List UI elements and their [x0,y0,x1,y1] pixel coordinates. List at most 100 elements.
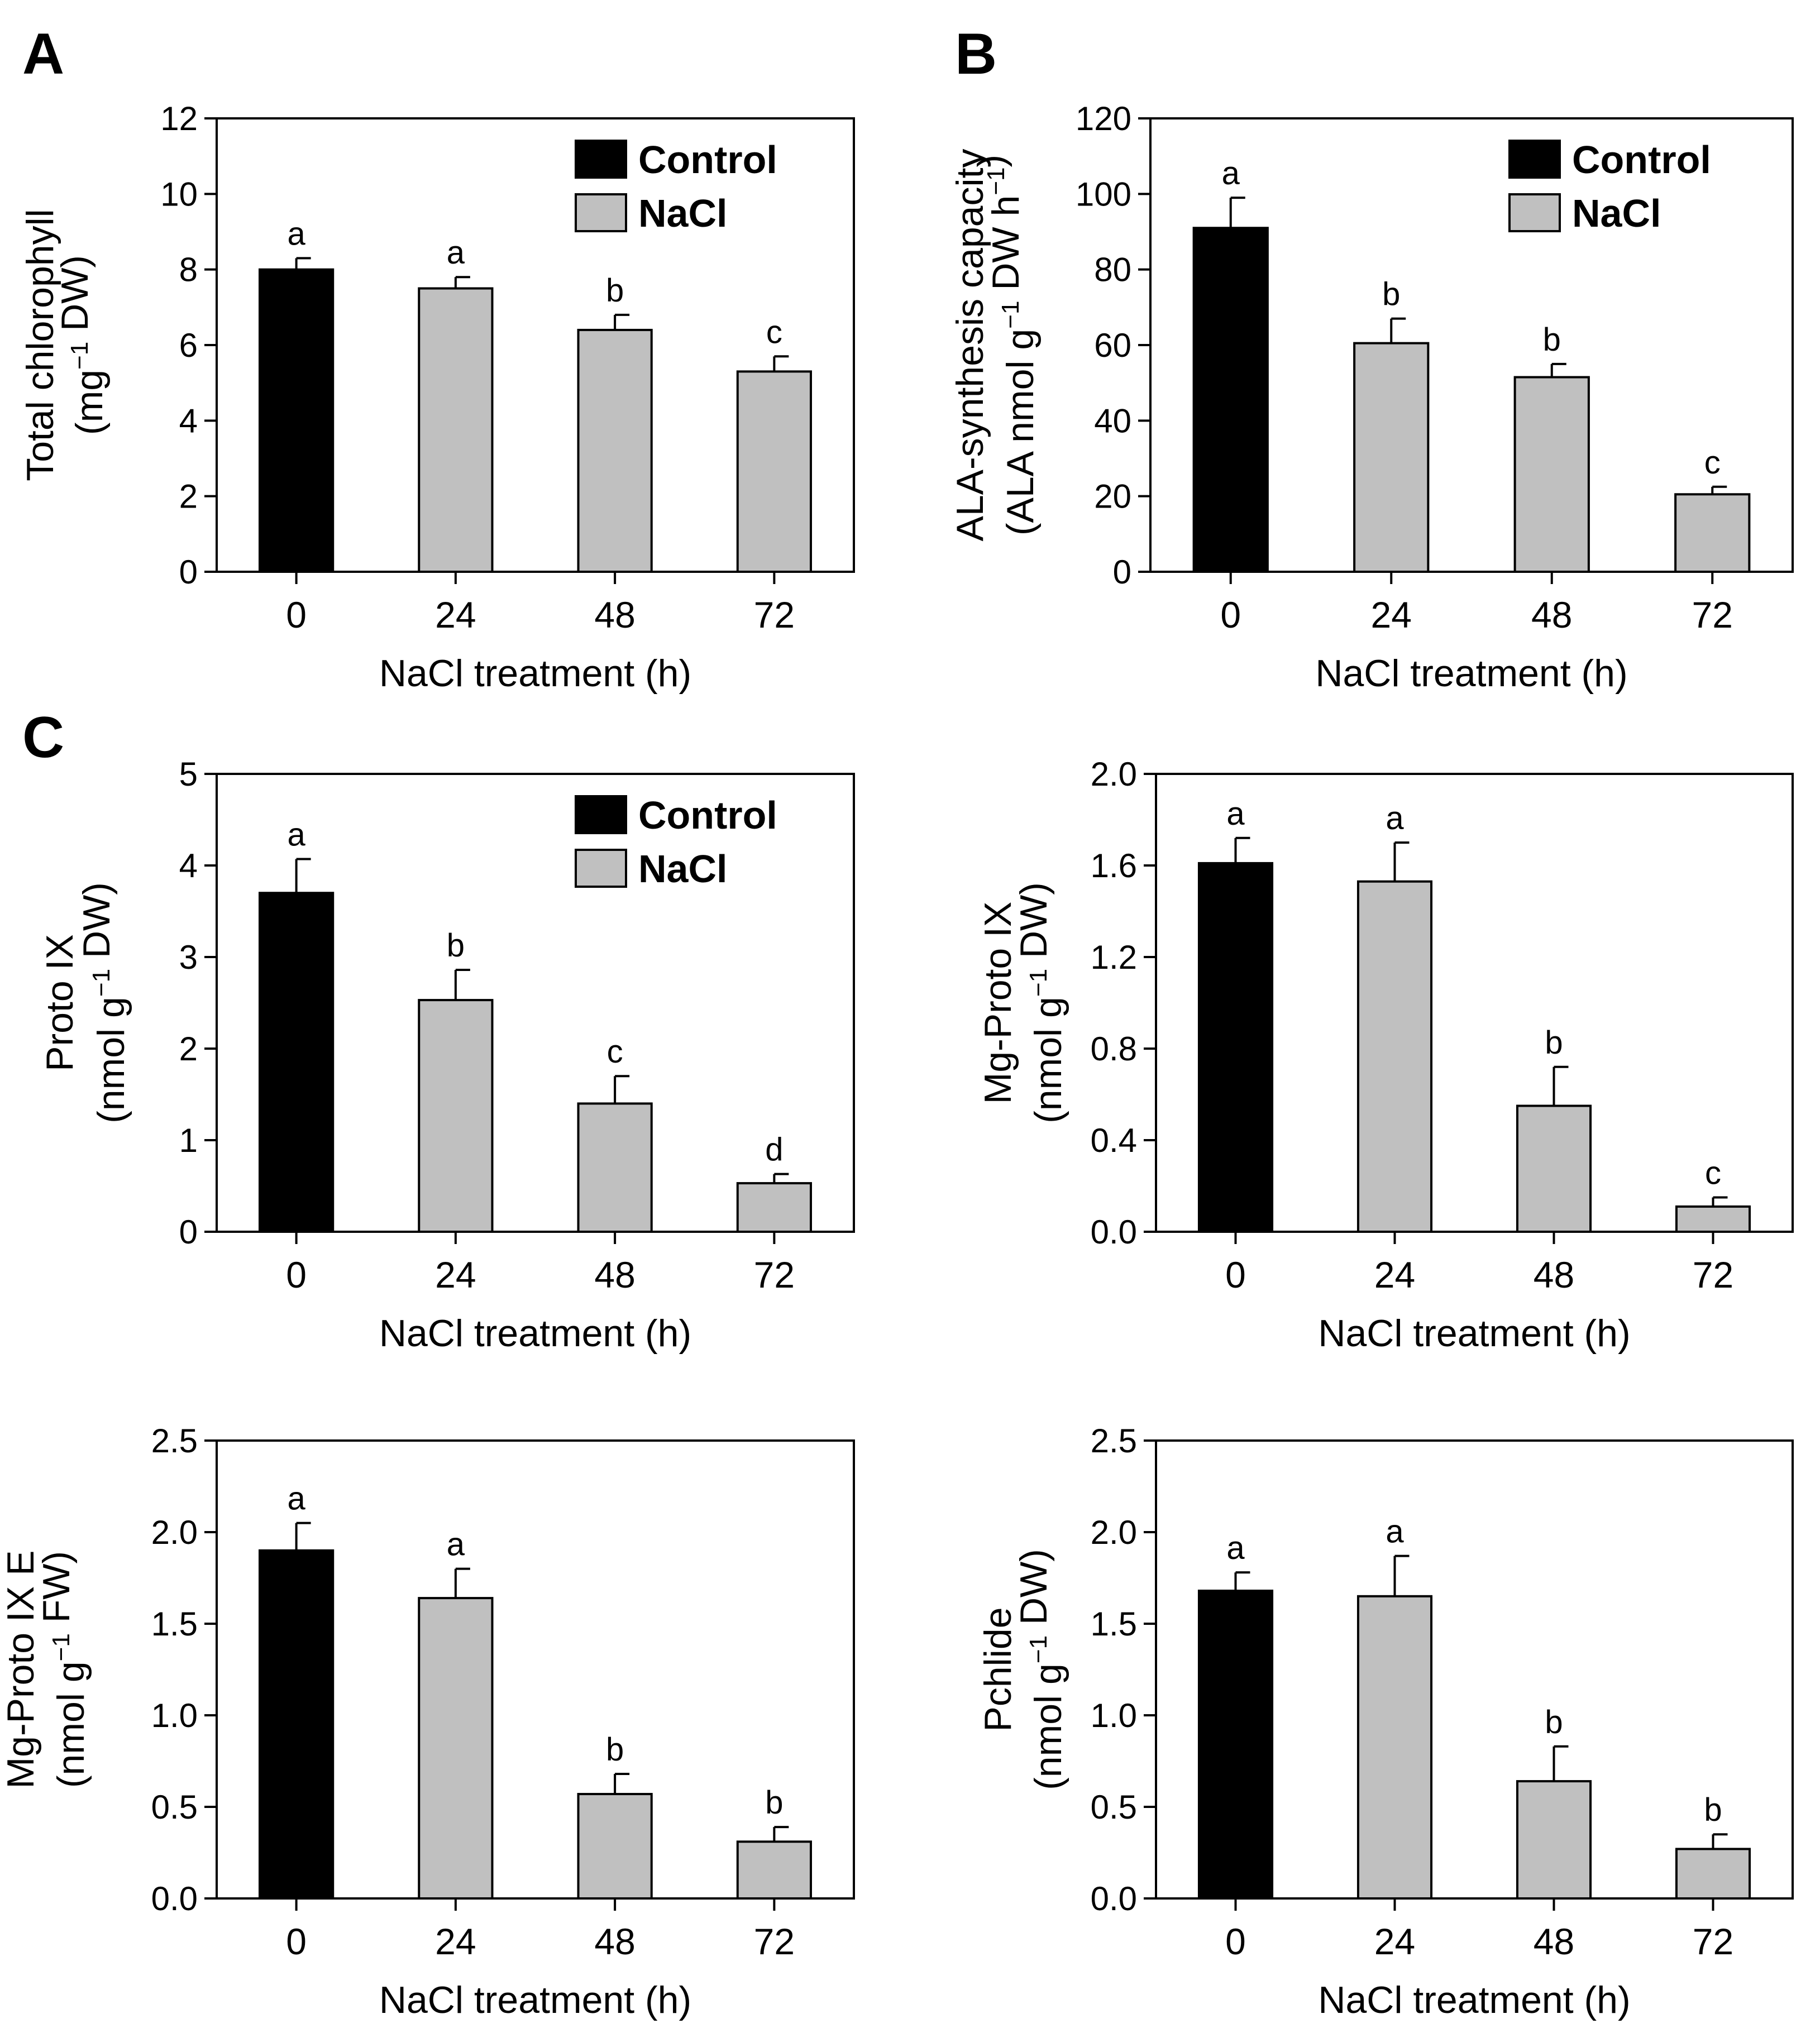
bar-nacl [1674,493,1751,573]
significance-label: c [1704,444,1721,481]
y-tick-label: 4 [179,847,198,884]
significance-label: b [606,1731,624,1768]
plot-frame [216,773,855,1233]
chart-ala-synthesis: 0 20 40 60 80 100 120 a 0 b 24 b 48 c 72 NaCl treatment… [949,100,1794,695]
y-tick-label: 12 [160,100,198,137]
x-tick-label: 48 [1531,594,1572,635]
y-tick-label: 0.0 [1091,1880,1137,1917]
y-tick-label: 5 [179,755,198,793]
panel-letter-a: A [22,22,64,87]
bar-control [1192,227,1269,573]
legend-label-nacl: NaCl [638,847,727,891]
bar-nacl [736,370,812,573]
bar-nacl [1675,1848,1751,1900]
plot-frame [1155,1439,1794,1900]
legend-swatch-nacl [575,849,627,888]
bar-nacl [418,1597,494,1900]
chart-mg-proto-ix: 0.0 0.4 0.8 1.2 1.6 2.0 a 0 a 24 b 48 c 72 NaCl treatm… [977,755,1794,1355]
significance-label: a [1226,1530,1245,1566]
x-tick-label: 24 [1374,1921,1415,1962]
y-tick-label: 2 [179,1030,198,1068]
plot-frame [216,1439,855,1900]
significance-label: b [1545,1025,1563,1061]
bar-nacl [736,1182,812,1233]
x-tick-label: 24 [435,1254,476,1295]
x-axis-title: NaCl treatment (h) [1315,652,1627,695]
y-tick-label: 2.0 [1091,755,1137,793]
bar-nacl [577,328,653,573]
y-tick-label: 0.5 [151,1788,198,1826]
y-tick-label: 2 [179,478,198,515]
y-axis-units: (nmol g−1 DW) [1012,1549,1069,1790]
y-tick-label: 1.2 [1091,939,1137,976]
bar-nacl [1516,1104,1592,1233]
bar-nacl [577,1793,653,1900]
legend-label-nacl: NaCl [638,192,727,235]
significance-label: c [1705,1155,1721,1192]
y-tick-label: 0.0 [1091,1213,1137,1251]
x-axis-title: NaCl treatment (h) [379,1312,691,1355]
significance-label: b [1543,322,1561,358]
bar-nacl [577,1102,653,1233]
x-tick-label: 0 [286,1254,307,1295]
bar-control [1197,1589,1274,1900]
x-axis-title: NaCl treatment (h) [1318,1979,1630,2021]
x-tick-label: 72 [1693,1254,1733,1295]
legend-swatch-control [575,795,627,834]
bar-control [259,268,335,573]
legend-swatch-control [1508,140,1561,179]
y-tick-label: 2.0 [1091,1514,1137,1551]
x-tick-label: 0 [1225,1254,1246,1295]
y-tick-label: 0.0 [151,1880,198,1917]
y-tick-label: 1.5 [151,1605,198,1643]
y-tick-label: 1.5 [1091,1605,1137,1643]
x-tick-label: 0 [286,594,307,635]
y-tick-label: 80 [1094,251,1131,289]
y-axis-units: (nmol g−1 FW) [35,1551,92,1788]
y-axis-title: Mg-Proto IX [977,902,1019,1104]
bar-control [259,1549,335,1900]
y-tick-label: 40 [1094,402,1131,439]
y-tick-label: 1 [179,1122,198,1159]
x-tick-label: 72 [1693,1921,1733,1962]
legend-label-control: Control [1572,138,1711,181]
y-tick-label: 120 [1076,100,1131,137]
y-axis-title: Pchlide [977,1607,1019,1731]
x-tick-label: 0 [286,1921,307,1962]
significance-label: d [765,1132,783,1168]
significance-label: b [765,1785,783,1821]
chart-pchlide: 0.0 0.5 1.0 1.5 2.0 2.5 a 0 a 24 b 48 b 72 NaCl treatm… [977,1422,1794,2021]
y-tick-label: 0 [179,1213,198,1251]
x-tick-label: 0 [1220,594,1241,635]
significance-label: a [1386,1514,1404,1550]
bar-nacl [418,287,494,573]
significance-label: b [606,272,624,309]
x-tick-label: 24 [435,1921,476,1962]
y-axis-units: (nmol g−1 DW) [75,882,132,1123]
y-tick-label: 1.6 [1091,847,1137,884]
panel-letter-c: C [22,705,64,770]
significance-label: a [287,1481,305,1517]
significance-label: a [1386,800,1404,836]
significance-label: b [1704,1792,1722,1828]
x-axis-title: NaCl treatment (h) [379,1979,691,2021]
bar-nacl [1356,880,1433,1233]
x-tick-label: 0 [1225,1921,1246,1962]
y-tick-label: 6 [179,327,198,364]
y-tick-label: 2.5 [1091,1422,1137,1460]
y-axis-title: ALA-synthesis capacity [949,149,991,542]
significance-label: a [287,216,305,252]
x-tick-label: 48 [594,1254,635,1295]
y-axis-title: Total chlorophyll [19,209,61,481]
legend-label-control: Control [638,793,777,837]
y-tick-label: 0 [179,553,198,591]
y-tick-label: 0.4 [1091,1122,1137,1159]
bar-nacl [1513,376,1590,573]
bar-nacl [1516,1780,1592,1900]
x-tick-label: 24 [1371,594,1412,635]
y-axis-title: Mg-Proto IX E [0,1550,42,1788]
bar-nacl [1353,342,1430,573]
bar-nacl [418,999,494,1233]
